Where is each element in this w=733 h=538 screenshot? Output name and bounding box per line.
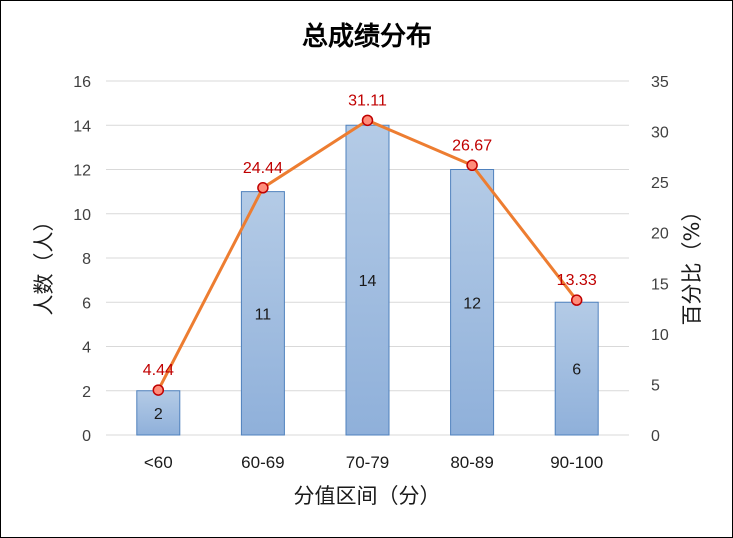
bar — [554, 301, 599, 436]
bar-value-label: 6 — [572, 362, 581, 379]
y-tick-label: 16 — [73, 74, 91, 91]
x-tick-label: 80-89 — [450, 453, 493, 472]
x-tick-label: 70-79 — [346, 453, 389, 472]
bar — [345, 124, 390, 436]
y2-tick-label: 15 — [651, 276, 669, 293]
y2-tick-label: 30 — [651, 125, 669, 142]
y-tick-label: 12 — [73, 163, 91, 180]
percent-marker — [570, 294, 583, 306]
percent-marker — [361, 114, 374, 127]
percent-marker — [466, 159, 478, 172]
percent-label: 26.67 — [452, 137, 492, 154]
bar-value-label: 2 — [154, 406, 163, 423]
labels-layer: 0 2 4 6 8 10 12 14 16 0 5 10 15 20 25 30 35 2 11 14 12 6 <60 60… — [73, 74, 669, 472]
x-tick-label: 60-69 — [241, 453, 284, 472]
y2-tick-label: 35 — [651, 74, 669, 91]
bar-value-label: 12 — [463, 295, 481, 312]
y2-tick-label: 25 — [651, 175, 669, 192]
y-axis-title: 人数（人） — [32, 211, 56, 316]
y-tick-label: 4 — [82, 340, 91, 357]
x-tick-label: 90-100 — [550, 453, 603, 472]
bar — [240, 191, 285, 436]
y2-tick-label: 5 — [651, 377, 660, 394]
percent-label: 4.44 — [143, 362, 174, 379]
y-tick-label: 14 — [73, 118, 91, 135]
bar — [450, 169, 495, 436]
y2-tick-label: 0 — [651, 428, 660, 445]
percent-marker — [152, 384, 165, 396]
y-tick-label: 10 — [73, 207, 91, 224]
percent-label: 13.33 — [557, 272, 597, 289]
y-tick-label: 8 — [82, 251, 91, 268]
bar-value-label: 14 — [359, 273, 377, 290]
y2-tick-label: 20 — [651, 226, 669, 243]
y-tick-label: 2 — [82, 384, 91, 401]
x-axis-title: 分值区间（分） — [294, 484, 441, 508]
y2-axis-title: 百分比（%） — [680, 201, 704, 326]
bars-layer — [136, 124, 599, 436]
percent-label: 31.11 — [348, 92, 387, 109]
chart-title: 总成绩分布 — [302, 22, 432, 52]
y-tick-label: 6 — [82, 295, 91, 312]
x-tick-label: <60 — [144, 453, 173, 472]
bar-value-label: 11 — [255, 306, 272, 323]
y2-tick-label: 10 — [651, 327, 669, 344]
percent-marker — [257, 182, 269, 194]
line-layer — [152, 114, 583, 396]
y-tick-label: 0 — [82, 428, 91, 445]
percent-label: 24.44 — [243, 160, 283, 177]
